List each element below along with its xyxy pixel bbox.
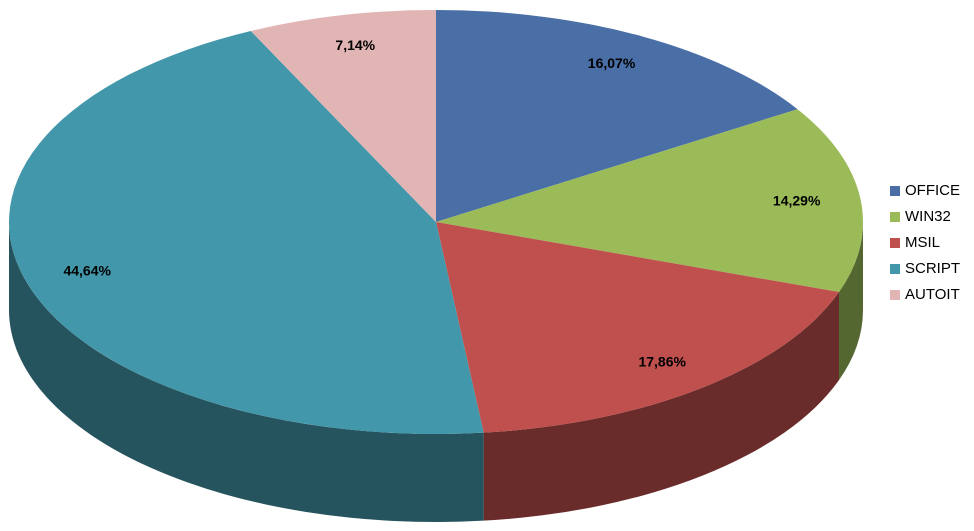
slice-top [436, 10, 798, 222]
slice-top [436, 109, 863, 293]
slice [250, 9, 436, 222]
legend-swatch [890, 264, 900, 274]
slice [8, 30, 484, 522]
value-label: 44,64% [63, 263, 111, 279]
slice-side [483, 292, 840, 521]
slice [436, 222, 840, 521]
value-label: 14,29% [773, 193, 821, 209]
slice-top [436, 222, 840, 433]
legend-swatch [890, 186, 900, 196]
value-label: 7,14% [335, 37, 375, 53]
legend-label: OFFICE [905, 182, 960, 199]
slice-top [8, 30, 484, 435]
value-label: 17,86% [638, 354, 686, 370]
legend-swatch [890, 290, 900, 300]
slice [436, 109, 863, 381]
legend-swatch [890, 238, 900, 248]
slice-side [9, 222, 484, 522]
legend-swatch [890, 212, 900, 222]
slice [436, 10, 798, 222]
legend-label: WIN32 [905, 208, 951, 225]
value-label: 16,07% [588, 55, 636, 71]
legend-label: MSIL [905, 234, 940, 251]
legend-label: AUTOIT [905, 286, 960, 303]
slice-top [250, 9, 436, 222]
legend-label: SCRIPT [905, 260, 960, 277]
slice-side [839, 222, 863, 381]
